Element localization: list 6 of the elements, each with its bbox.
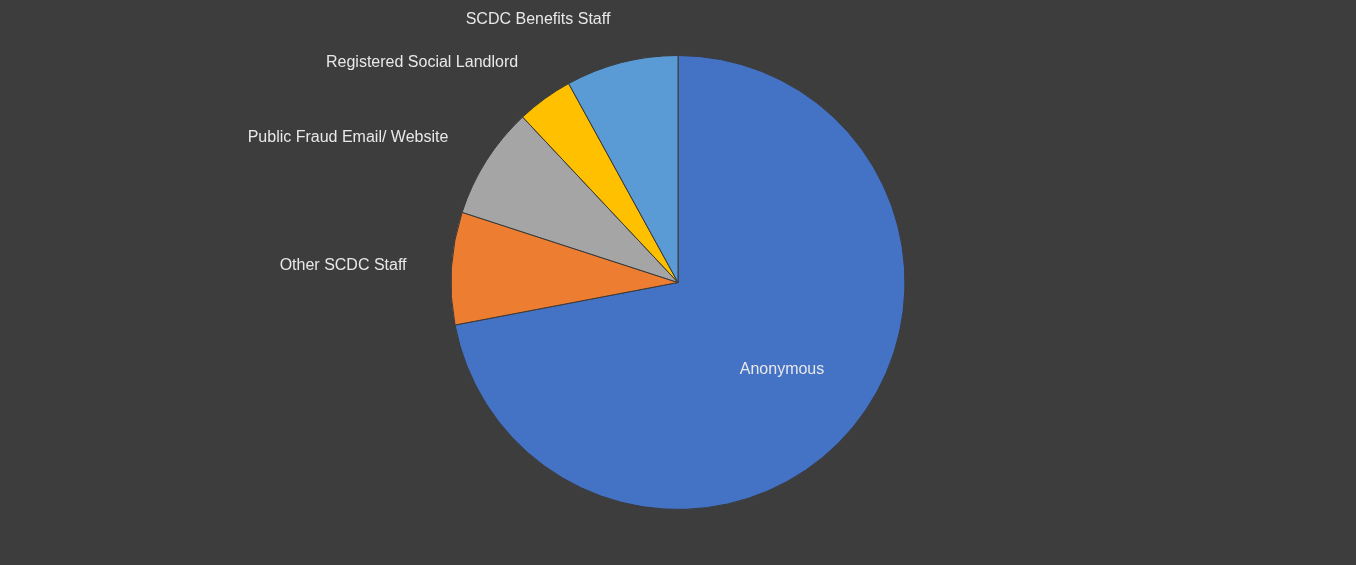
pie-slice bbox=[454, 55, 906, 510]
slice-label: Public Fraud Email/ Website bbox=[247, 127, 449, 145]
slice-label: SCDC Benefits Staff bbox=[465, 10, 611, 28]
slice-label: Other SCDC Staff bbox=[279, 256, 408, 274]
slice-label: Registered Social Landlord bbox=[326, 53, 519, 71]
slice-label: Anonymous bbox=[739, 359, 825, 377]
